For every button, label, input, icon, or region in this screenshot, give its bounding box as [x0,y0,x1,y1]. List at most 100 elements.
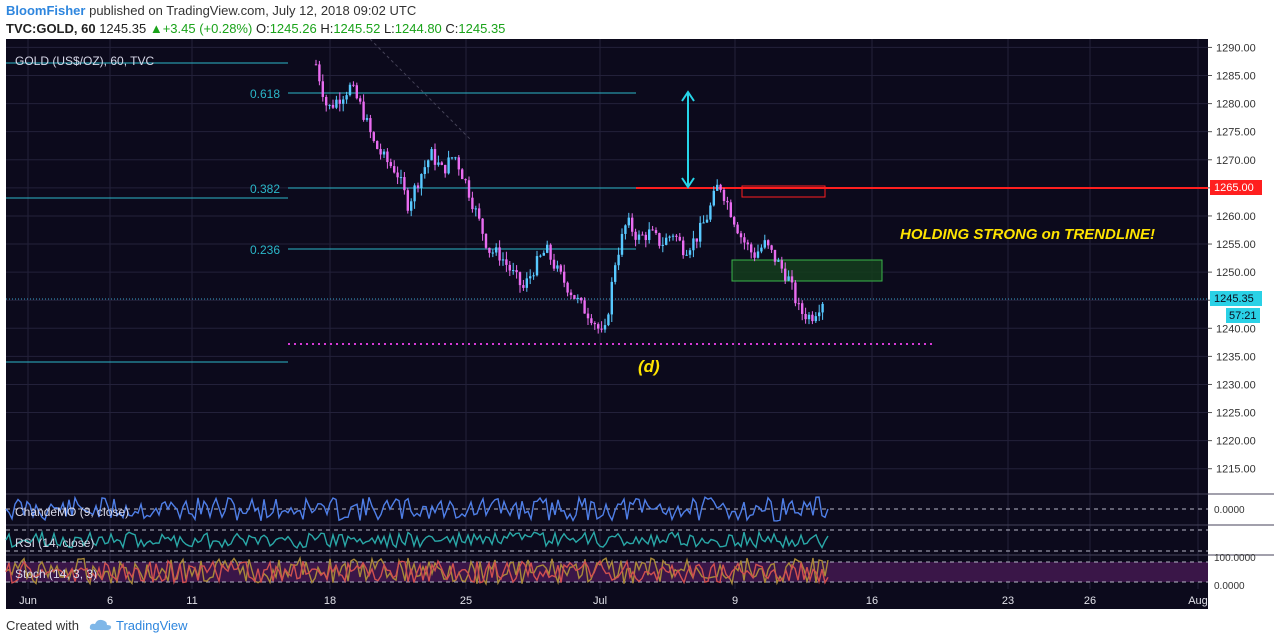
candle-body [379,148,382,155]
ohlc-line: TVC:GOLD, 60 1245.35 ▲+3.45 (+0.28%) O:1… [6,21,505,36]
candle-body [790,276,794,283]
candle-body [753,252,756,258]
price-axis[interactable]: 1215.00 1220.00 1225.00 1230.00 1235.00 1240.… [1208,42,1256,476]
candle-body [484,233,488,248]
candle-body [328,104,331,106]
price-tick-label: 1275.00 [1216,127,1256,139]
price-tick-label: 1225.00 [1216,408,1256,420]
candle-body [607,314,610,326]
candle-body [644,234,647,241]
candle-body [695,238,698,242]
candle-body [777,260,780,262]
candle-body [678,236,681,241]
candle-body [739,233,743,238]
resistance-price-text: 1265.00 [1214,182,1254,194]
resistance-zone-box[interactable] [741,185,826,198]
time-axis[interactable]: Jun 6 11 18 25 Jul 9 16 23 26 Aug [19,595,1208,607]
candle-body [355,85,358,99]
candle-body [787,276,790,281]
stoch-axis-bottom-label: 0.0000 [1214,581,1245,592]
candle-body [665,237,668,245]
time-tick-label: 11 [186,595,197,607]
candle-body [325,96,328,106]
candle-body [491,252,494,254]
candle-body [719,184,722,190]
candle-body [488,247,491,253]
candle-body [563,271,566,283]
cmo-axis-label: 0.0000 [1214,505,1245,516]
candle-body [406,190,409,211]
chart-canvas[interactable]: 0.618 0.382 0.236 GOLD (US$/OZ), 60, TVC… [0,39,1274,611]
candle-body [559,265,562,272]
fibonacci-retracement[interactable]: 0.618 0.382 0.236 [6,39,636,363]
candle-body [495,247,498,253]
author-link[interactable]: BloomFisher [6,3,86,18]
time-tick-label: 6 [107,595,113,607]
stoch-axis-top-label: 100.0000 [1214,553,1256,564]
arrow-head-down-icon [681,177,695,189]
arrow-head-up-icon [681,90,695,102]
candle-body [756,251,760,258]
measure-arrow[interactable] [681,90,695,189]
candle-body [478,208,481,219]
candle-body [760,247,763,252]
candle-body [512,270,515,272]
candle-body [437,162,440,165]
candle-body [617,254,620,266]
candle-body [624,225,627,234]
price-tick-label: 1285.00 [1216,71,1256,83]
candle-body [430,149,433,161]
time-tick-label: 9 [732,595,738,607]
price-tick-label: 1255.00 [1216,239,1256,251]
candle-body [382,151,386,155]
wave-d-label[interactable]: (d) [638,357,660,376]
support-zone-box[interactable] [731,259,883,282]
candle-body [801,303,804,314]
candle-body [583,300,586,314]
current-price: 1245.35 [99,21,147,36]
candle-body [359,98,362,102]
last-price-badge [1210,291,1262,306]
candle-body [818,312,821,317]
candle-body [454,157,457,159]
candle-body [770,245,773,250]
candle-body [501,259,505,261]
time-tick-label: Jun [19,595,37,607]
rsi-title: RSI (14, close) [15,536,94,550]
candle-body [733,217,736,225]
fib-0236-label: 0.236 [250,243,280,257]
time-tick-label: 25 [460,595,472,607]
candle-body [597,324,600,329]
publish-text: published on TradingView.com, July 12, 2… [89,3,417,18]
main-chart-title: GOLD (US$/OZ), 60, TVC [15,54,154,68]
candle-body [348,84,352,96]
candle-body [627,217,630,226]
candle-body [566,282,569,293]
candle-body [331,104,335,108]
candle-body [569,292,573,296]
tradingview-link[interactable]: TradingView [116,618,188,633]
countdown-text: 57:21 [1229,310,1257,322]
stoch-band [6,562,1208,582]
candle-body [743,237,746,243]
candle-body [797,303,800,305]
price-tick-label: 1215.00 [1216,464,1256,476]
candle-body [556,265,559,269]
candle-body [716,184,719,191]
candle-body [651,229,654,231]
holding-strong-annotation[interactable]: HOLDING STRONG on TRENDLINE! [900,226,1155,243]
price-axis-bg [1208,39,1274,609]
candle-body [620,233,624,255]
candle-body [498,247,501,261]
candle-body [600,328,603,330]
candle-body [362,101,365,120]
stoch-d-line [5,559,829,585]
candle-body [590,318,593,324]
candle-body [746,242,749,245]
stoch-k-line [5,555,829,586]
candle-body [709,205,712,220]
candle-body [634,231,637,240]
candle-body [518,272,522,286]
candle-body [722,189,726,201]
candle-body [794,282,797,304]
